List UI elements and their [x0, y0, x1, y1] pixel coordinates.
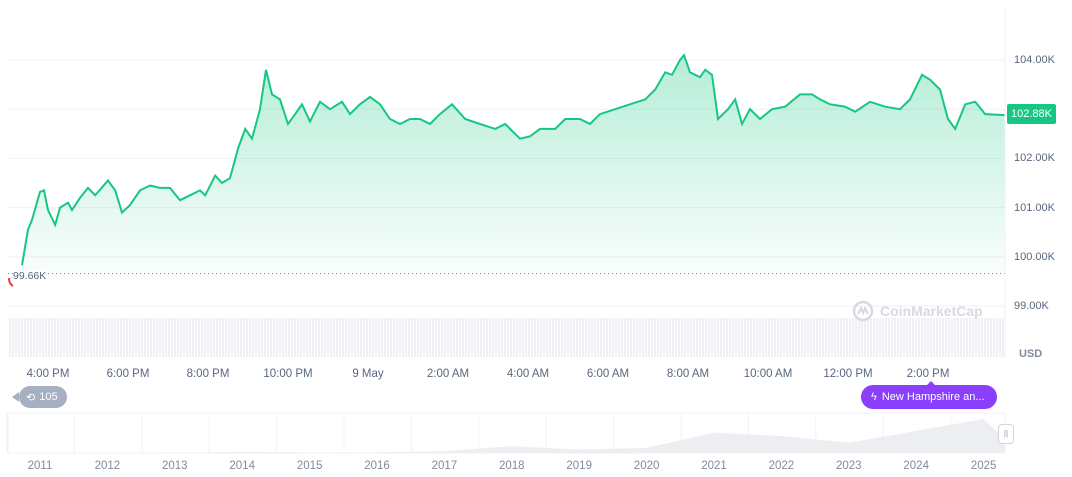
- open-price-label: 99.66K: [13, 270, 47, 282]
- navigator-area: [8, 419, 1005, 453]
- price-area: [22, 55, 1006, 277]
- x-tick-label: 8:00 AM: [666, 368, 710, 380]
- news-text: New Hampshire an...: [881, 391, 985, 403]
- price-line: [21, 53, 1006, 266]
- x-tick-label: 8:00 PM: [186, 368, 230, 380]
- x-tick-label: 2:00 AM: [426, 368, 470, 380]
- watermark-text: CoinMarketCap: [880, 303, 983, 319]
- volume-bars: [8, 318, 1005, 357]
- year-label: 2018: [499, 460, 525, 472]
- x-tick-label: 2:00 PM: [906, 368, 950, 380]
- down-marker: [8, 277, 14, 287]
- x-tick-label: 9 May: [352, 368, 384, 380]
- year-label: 2025: [970, 460, 997, 472]
- x-tick-label: 4:00 AM: [506, 368, 550, 380]
- watermark: CoinMarketCap: [852, 300, 983, 322]
- x-tick-label: 6:00 AM: [586, 368, 630, 380]
- y-tick-label: 99.00K: [1014, 300, 1049, 312]
- year-label: 2015: [296, 460, 323, 472]
- currency-label: USD: [1019, 348, 1043, 360]
- year-label: 2012: [94, 460, 121, 472]
- history-count: 105: [39, 391, 58, 403]
- year-label: 2022: [768, 460, 795, 472]
- x-tick-label: 10:00 PM: [263, 368, 313, 380]
- history-icon: ⟲: [26, 391, 36, 404]
- year-label: 2014: [229, 460, 255, 472]
- history-badge[interactable]: ⟲ 105: [12, 386, 67, 408]
- year-label: 2019: [566, 460, 592, 472]
- y-tick-label: 100.00K: [1014, 250, 1055, 263]
- y-tick-label: 104.00K: [1014, 54, 1055, 66]
- current-price-badge: 102.88K: [1007, 104, 1056, 124]
- year-label: 2017: [431, 460, 458, 472]
- year-label: 2016: [364, 460, 390, 472]
- coinmarketcap-logo-icon: [852, 300, 874, 322]
- y-tick-label: 101.00K: [1014, 201, 1055, 214]
- x-tick-label: 12:00 PM: [823, 368, 873, 380]
- year-label: 2013: [162, 460, 188, 472]
- year-label: 2020: [633, 460, 660, 472]
- year-label: 2011: [27, 460, 53, 472]
- news-badge[interactable]: ϟ New Hampshire an...: [861, 381, 997, 409]
- year-label: 2023: [836, 460, 862, 472]
- y-tick-label: 102.00K: [1014, 152, 1055, 165]
- lightning-icon: ϟ: [871, 391, 877, 403]
- year-label: 2024: [903, 460, 929, 472]
- navigator-handle[interactable]: ||: [998, 424, 1014, 444]
- x-tick-label: 6:00 PM: [106, 368, 150, 380]
- x-tick-label: 10:00 AM: [743, 368, 793, 380]
- x-tick-label: 4:00 PM: [26, 368, 70, 380]
- year-label: 2021: [701, 460, 727, 472]
